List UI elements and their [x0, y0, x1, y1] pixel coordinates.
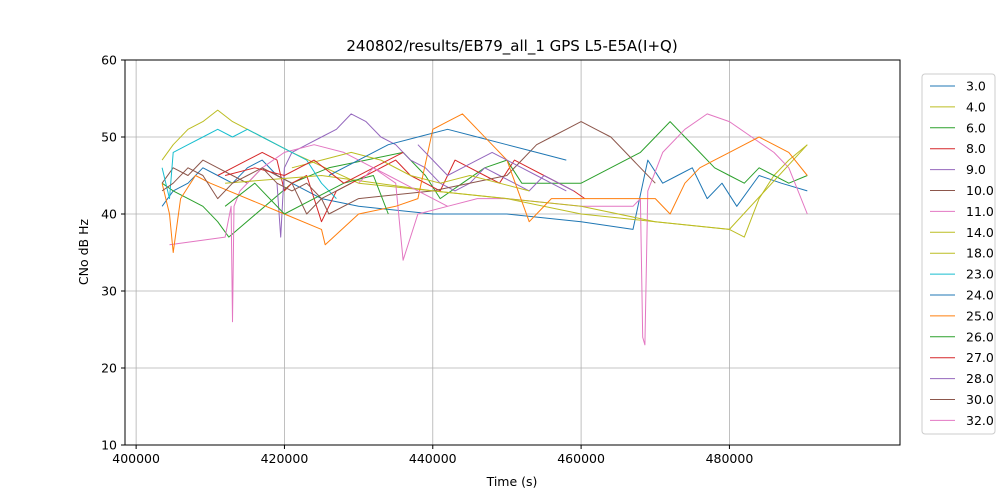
legend-entry: 18.0: [966, 246, 994, 261]
y-axis-title: CNo dB Hz: [76, 218, 91, 285]
x-axis-title: Time (s): [486, 474, 538, 489]
plot-background: [125, 60, 900, 445]
y-tick-label: 30: [101, 284, 117, 299]
series-line-10-0: [161, 121, 656, 215]
series-line-23-0: [161, 128, 337, 200]
x-axis: 400000 420000 440000 460000 480000: [112, 445, 753, 466]
series-line-14-0: [225, 144, 808, 230]
x-tick-label: 460000: [557, 451, 605, 466]
y-tick-label: 40: [101, 207, 117, 222]
legend-entry: 4.0: [966, 99, 986, 114]
legend-entry: 26.0: [966, 329, 994, 344]
legend-entry: 24.0: [966, 288, 994, 303]
series-line-25-0: [161, 113, 808, 253]
chart-title: 240802/results/EB79_all_1 GPS L5-E5A(I+Q…: [346, 37, 677, 56]
legend-entry: 30.0: [966, 392, 994, 407]
series-line-26-0: [224, 175, 389, 215]
x-tick-label: 420000: [261, 451, 309, 466]
series-line-28-0: [417, 144, 567, 192]
legend-entry: 9.0: [966, 162, 986, 177]
y-tick-label: 10: [101, 438, 117, 453]
plot-frame: [124, 59, 901, 446]
series-line-9-0: [276, 113, 574, 238]
series-line-30-0: [161, 167, 352, 200]
series-line-18-0: [291, 151, 530, 192]
y-tick-label: 60: [101, 53, 117, 68]
legend-entry: 6.0: [966, 120, 986, 135]
series-line-8-0: [217, 151, 586, 223]
legend-entry: 10.0: [966, 183, 994, 198]
x-tick-label: 440000: [409, 451, 457, 466]
y-axis: 10 20 30 40 50 60: [101, 53, 125, 453]
legend-entry: 28.0: [966, 371, 994, 386]
series-line-24-0: [328, 128, 567, 176]
legend-entry: 23.0: [966, 267, 994, 282]
x-tick-label: 480000: [706, 451, 754, 466]
legend-entry: 32.0: [966, 413, 994, 428]
legend-frame: [921, 73, 996, 435]
legend-entry: 27.0: [966, 350, 994, 365]
series-line-11-0: [169, 113, 808, 346]
y-tick-label: 20: [101, 361, 117, 376]
x-tick-label: 400000: [112, 451, 160, 466]
series-line-3-0: [161, 159, 808, 230]
legend-entry: 11.0: [966, 204, 994, 219]
legend: 3.0 4.0 6.0 8.0 9.0 10.0 11.0 14.0 18.0 23.0 24.0 2…: [921, 73, 996, 435]
series-layer: [161, 109, 808, 346]
y-tick-label: 50: [101, 130, 117, 145]
legend-entry: 25.0: [966, 308, 994, 323]
legend-entry: 3.0: [966, 79, 986, 94]
legend-entry: 8.0: [966, 141, 986, 156]
series-line-32-0: [358, 167, 448, 207]
legend-entry: 14.0: [966, 225, 994, 240]
